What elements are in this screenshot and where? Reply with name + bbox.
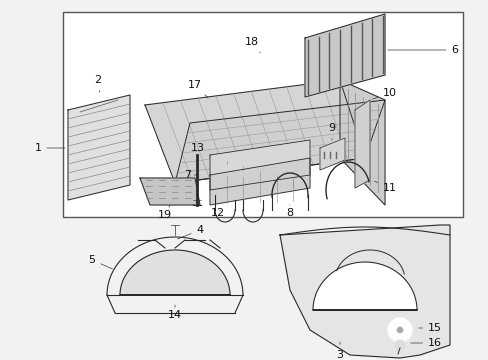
Text: 5: 5 bbox=[88, 255, 112, 269]
Polygon shape bbox=[312, 262, 416, 310]
Text: 17: 17 bbox=[187, 80, 207, 98]
Circle shape bbox=[387, 318, 411, 342]
Text: 16: 16 bbox=[410, 338, 441, 348]
Text: 1: 1 bbox=[35, 143, 65, 153]
Text: 18: 18 bbox=[244, 37, 260, 53]
Text: 8: 8 bbox=[286, 205, 293, 218]
Text: 15: 15 bbox=[418, 323, 441, 333]
Polygon shape bbox=[120, 250, 229, 295]
Polygon shape bbox=[305, 14, 384, 97]
Polygon shape bbox=[319, 138, 345, 170]
Polygon shape bbox=[209, 140, 309, 190]
Polygon shape bbox=[145, 80, 364, 183]
Text: 14: 14 bbox=[167, 305, 182, 320]
Polygon shape bbox=[354, 100, 369, 188]
Text: 10: 10 bbox=[372, 88, 396, 99]
Circle shape bbox=[396, 327, 402, 333]
Text: 12: 12 bbox=[210, 208, 224, 218]
Text: 13: 13 bbox=[191, 143, 209, 158]
Text: 19: 19 bbox=[158, 205, 172, 220]
Text: 4: 4 bbox=[177, 225, 203, 239]
Bar bbox=[63, 12, 462, 217]
Text: 7: 7 bbox=[184, 170, 197, 180]
Text: 9: 9 bbox=[328, 123, 335, 140]
Text: 11: 11 bbox=[374, 181, 396, 193]
Polygon shape bbox=[68, 95, 130, 200]
Polygon shape bbox=[209, 158, 309, 205]
Polygon shape bbox=[140, 178, 200, 205]
Text: 3: 3 bbox=[336, 342, 343, 360]
Polygon shape bbox=[280, 225, 449, 358]
Circle shape bbox=[394, 340, 404, 350]
Polygon shape bbox=[339, 80, 384, 205]
Text: 2: 2 bbox=[94, 75, 102, 92]
Text: 6: 6 bbox=[387, 45, 458, 55]
Circle shape bbox=[331, 282, 347, 298]
Polygon shape bbox=[175, 100, 384, 183]
